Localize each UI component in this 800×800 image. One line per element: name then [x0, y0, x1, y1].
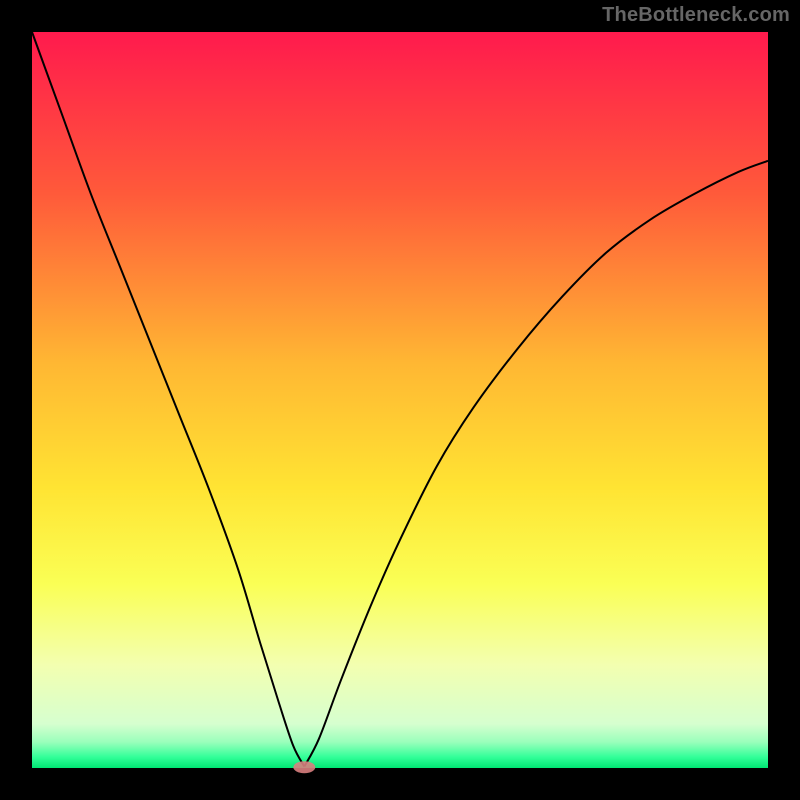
- plot-background: [32, 32, 768, 768]
- chart-frame: TheBottleneck.com: [0, 0, 800, 800]
- bottleneck-chart: [0, 0, 800, 800]
- optimum-marker: [293, 761, 315, 773]
